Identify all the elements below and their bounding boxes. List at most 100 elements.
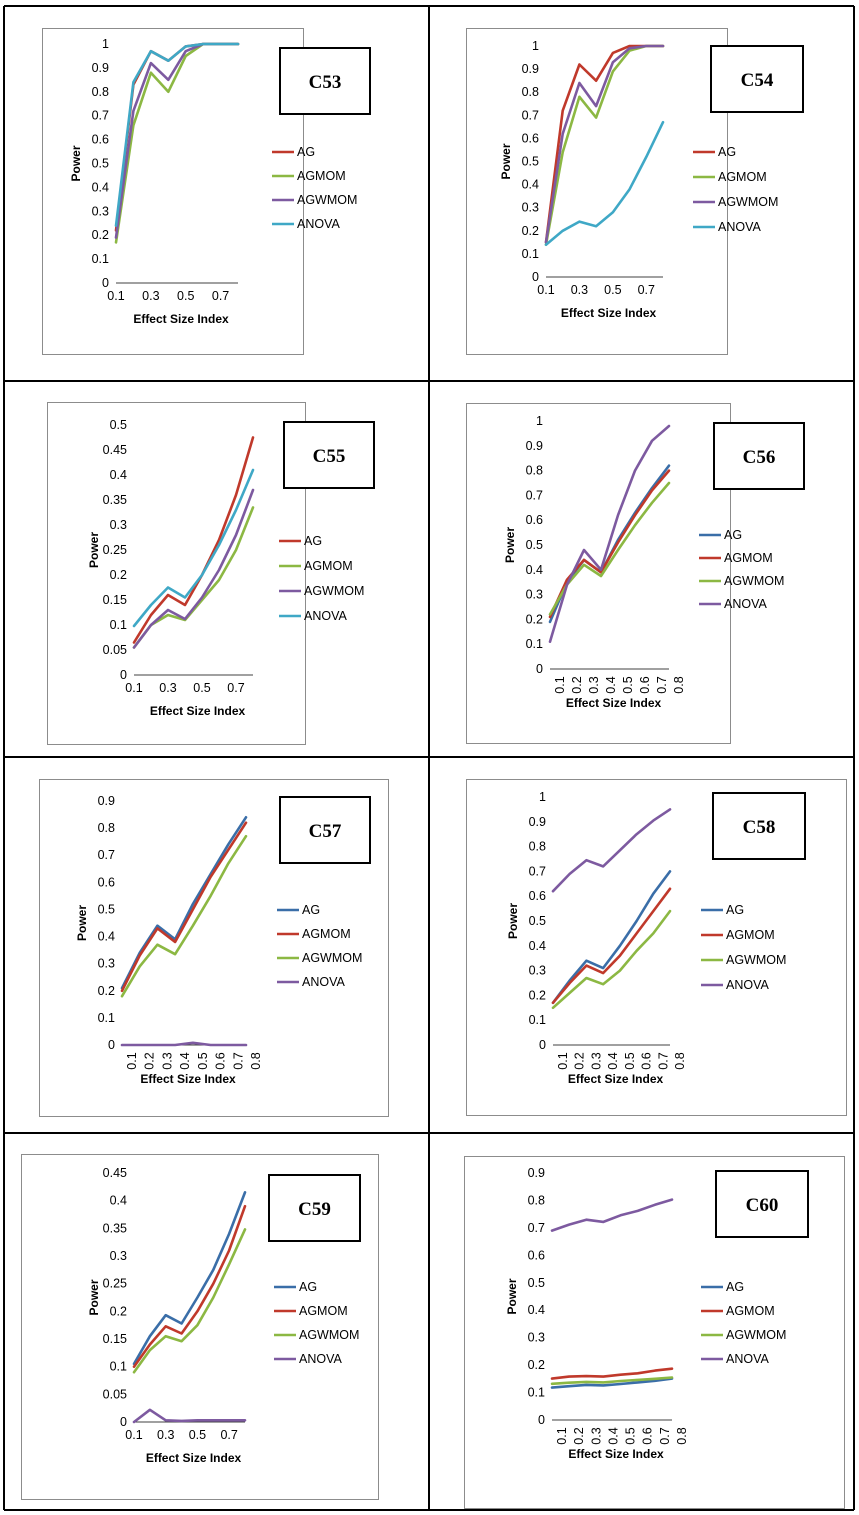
chart-id-badge (715, 1170, 809, 1238)
x-tick-label: 0.2 (573, 1052, 587, 1069)
y-tick-label: 0.2 (92, 228, 109, 242)
y-tick-label: 0.8 (529, 840, 546, 854)
y-tick-label: 0.8 (522, 85, 539, 99)
chart-panel-c60: 0 0.1 0.2 0.3 0.4 0.5 0.6 0.7 0.8 0.9 0.1 0.2 0.3 0.4… (429, 1133, 854, 1510)
series-line-ag (551, 870, 672, 1005)
x-axis-title: Effect Size Index (568, 1447, 664, 1461)
legend-label: AG (304, 534, 322, 548)
y-tick-label: 0.2 (526, 612, 543, 626)
y-axis-title: Power (503, 527, 517, 563)
x-tick-label: 0.2 (143, 1052, 157, 1069)
y-tick-label: 0.5 (522, 155, 539, 169)
y-tick-label: 0.7 (526, 488, 543, 502)
y-tick-label: 0.4 (110, 468, 127, 482)
legend-label: ANOVA (724, 597, 767, 611)
y-tick-label: 0.8 (92, 85, 109, 99)
legend-label: AGMOM (726, 1304, 775, 1318)
y-tick-label: 0 (120, 668, 127, 682)
chart-id-badge (268, 1174, 361, 1242)
series-line-agmom (132, 1204, 247, 1368)
y-tick-label: 0.4 (522, 178, 539, 192)
x-tick-label: 0.4 (606, 1427, 620, 1444)
legend-label: ANOVA (299, 1352, 342, 1366)
chart-panel-c58: 0 0.1 0.2 0.3 0.4 0.5 0.6 0.7 0.8 0.9 1 0.1 0.2 0.3 0.… (429, 757, 854, 1133)
series-line-anova (114, 42, 240, 227)
legend-label: ANOVA (297, 217, 340, 231)
y-tick-label: 0.7 (92, 109, 109, 123)
x-tick-label: 0.3 (142, 289, 159, 303)
y-tick-label: 0.9 (528, 1166, 545, 1180)
y-tick-label: 0.2 (522, 224, 539, 238)
y-tick-label: 0.5 (110, 418, 127, 432)
y-tick-label: 1 (536, 414, 543, 428)
legend-label: AGWMOM (297, 193, 357, 207)
y-tick-label: 1 (102, 37, 109, 51)
y-tick-label: 0 (539, 1038, 546, 1052)
x-tick-label: 0.3 (589, 1052, 603, 1069)
y-tick-label: 0.2 (528, 1358, 545, 1372)
x-tick-label: 0.1 (125, 681, 142, 695)
y-tick-label: 0 (538, 1413, 545, 1427)
y-tick-label: 0.9 (92, 61, 109, 75)
y-tick-label: 0.25 (103, 1277, 127, 1291)
series-line-ag (132, 1191, 247, 1366)
series-line-agwmom (132, 488, 255, 649)
y-tick-label: 0.9 (98, 794, 115, 808)
legend-label: ANOVA (304, 609, 347, 623)
legend-label: AGMOM (302, 927, 351, 941)
chart-id-label: C60 (746, 1195, 779, 1216)
legend-label: AGWMOM (304, 584, 364, 598)
series-line-ag (550, 1377, 674, 1389)
y-tick-label: 0.15 (103, 1332, 127, 1346)
y-tick-label: 0.3 (110, 1249, 127, 1263)
series-line-agmom (551, 887, 672, 1005)
legend-label: AGMOM (297, 169, 346, 183)
legend-label: AGWMOM (726, 953, 786, 967)
chart-id-label: C53 (309, 72, 342, 93)
chart-id-label: C59 (298, 1199, 331, 1220)
x-tick-label: 0.5 (189, 1428, 206, 1442)
chart-id-badge (710, 45, 804, 113)
x-axis-title: Effect Size Index (140, 1072, 236, 1086)
y-tick-label: 0.1 (522, 247, 539, 261)
y-tick-label: 0.3 (528, 1331, 545, 1345)
legend-label: AGWMOM (724, 574, 784, 588)
x-tick-label: 0.4 (178, 1052, 192, 1069)
chart-id-label: C58 (743, 817, 776, 838)
y-axis-title: Power (505, 1278, 519, 1314)
legend-label: ANOVA (718, 220, 761, 234)
x-tick-label: 0.7 (656, 1052, 670, 1069)
line-chart-c57: 00.10.20.30.40.50.60.70.80.90.1 0.2 0.3 0.4… (75, 794, 371, 1086)
y-tick-label: 0.5 (98, 902, 115, 916)
y-tick-label: 0 (102, 276, 109, 290)
x-tick-label: 0.7 (212, 289, 229, 303)
x-tick-label: 0.3 (589, 1427, 603, 1444)
line-chart-c54: 00.10.20.30.40.50.60.70.80.910.1 0.3 0.5 0.… (499, 39, 804, 320)
x-tick-label: 0.8 (675, 1427, 689, 1444)
series-line-anova (548, 424, 671, 644)
chart-id-label: C56 (743, 447, 776, 468)
y-tick-label: 0 (532, 270, 539, 284)
x-tick-label: 0.7 (231, 1052, 245, 1069)
legend-label: AGMOM (299, 1304, 348, 1318)
x-tick-label: 0.5 (621, 676, 635, 693)
x-tick-label: 0.2 (570, 676, 584, 693)
x-tick-label: 0.6 (638, 676, 652, 693)
y-tick-label: 0.3 (92, 204, 109, 218)
x-axis-title: Effect Size Index (146, 1451, 242, 1465)
legend-label: AGWMOM (299, 1328, 359, 1342)
legend-label: AG (718, 145, 736, 159)
x-tick-label: 0.7 (638, 283, 655, 297)
series-line-agwmom (544, 44, 665, 244)
x-tick-label: 0.1 (537, 283, 554, 297)
series-line-ag (132, 436, 255, 644)
y-tick-label: 0.5 (528, 1276, 545, 1290)
chart-panel-c55: 0 0.05 0.1 0.15 0.2 0.25 0.3 0.35 0.4 0.45 0.5 0.1 0… (4, 381, 429, 757)
chart-panel-c54: 0 0.1 0.2 0.3 0.4 0.5 0.6 0.7 0.8 0.9 1 0.1 0.3 0.5 0.… (429, 6, 854, 381)
x-tick-label: 0.4 (604, 676, 618, 693)
legend-label: AGMOM (726, 928, 775, 942)
y-tick-label: 0.7 (98, 848, 115, 862)
x-tick-label: 0.3 (159, 681, 176, 695)
x-tick-label: 0.2 (572, 1427, 586, 1444)
